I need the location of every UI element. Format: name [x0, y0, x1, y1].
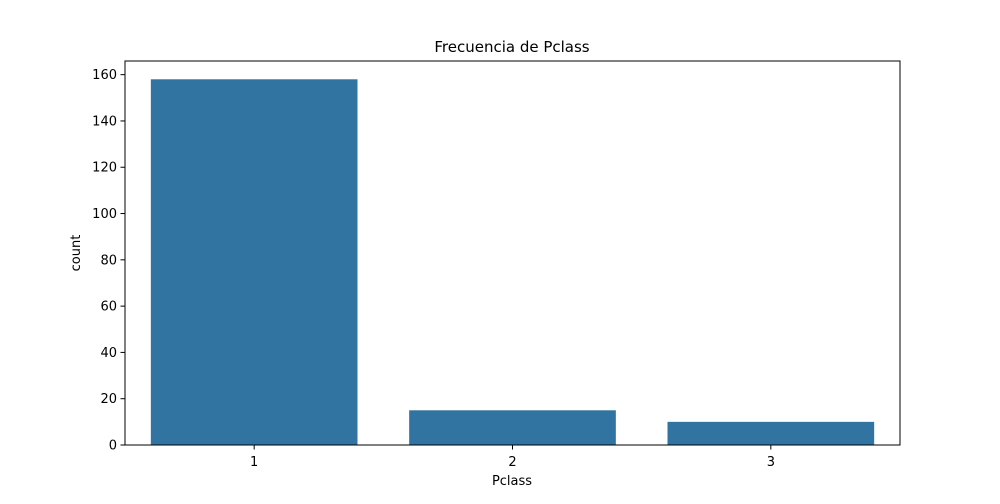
- y-tick-label: 0: [109, 439, 117, 454]
- y-axis-label: count: [69, 235, 84, 272]
- x-axis-label: Pclass: [492, 474, 532, 489]
- bars: [150, 79, 875, 446]
- x-tick-label: 2: [508, 455, 516, 470]
- y-tick-label: 100: [92, 207, 117, 222]
- y-tick-label: 140: [92, 114, 117, 129]
- x-tick-label: 3: [767, 455, 775, 470]
- y-tick-label: 40: [100, 346, 117, 361]
- x-tick-label: 1: [250, 455, 258, 470]
- plot-frame: [124, 60, 901, 446]
- y-tick-label: 20: [100, 392, 117, 407]
- y-axis: 0 20 40 60 80 100 120 140 160: [92, 68, 125, 454]
- bar-3: [667, 421, 875, 445]
- y-tick-label: 60: [100, 300, 117, 315]
- x-axis: 1 2 3: [250, 445, 775, 470]
- y-tick-label: 160: [92, 68, 117, 83]
- bar-1: [150, 79, 358, 446]
- chart-title: Frecuencia de Pclass: [434, 38, 589, 56]
- bar-2: [409, 410, 616, 445]
- y-tick-label: 80: [100, 253, 117, 268]
- y-tick-label: 120: [92, 161, 117, 176]
